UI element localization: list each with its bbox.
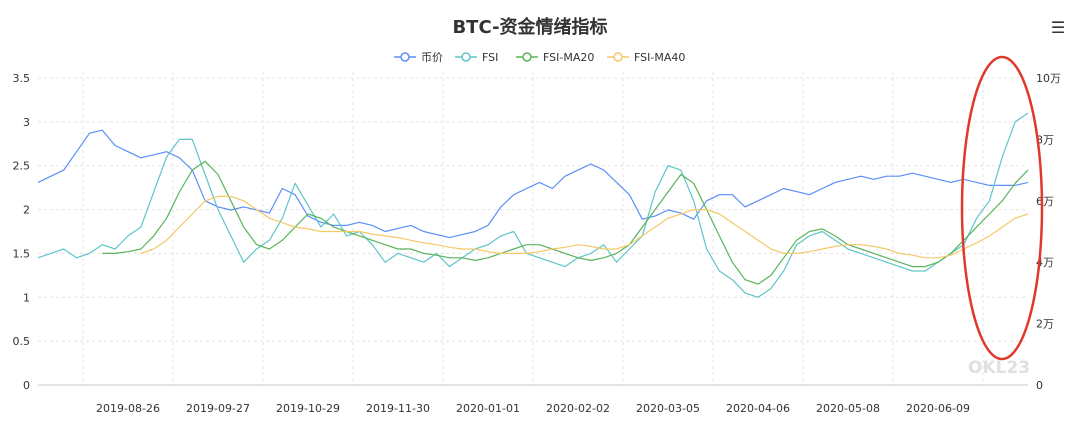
x-tick-label: 2020-02-02	[546, 402, 610, 415]
x-tick-label: 2019-09-27	[186, 402, 250, 415]
y-left-tick-label: 2.5	[13, 160, 31, 173]
legend-label: 币价	[421, 51, 443, 64]
highlight-ellipse	[960, 55, 1044, 361]
x-tick-label: 2020-06-09	[906, 402, 970, 415]
chart-title: BTC-资金情绪指标	[452, 16, 607, 38]
series-line-1	[37, 112, 1029, 298]
x-tick-label: 2020-05-08	[816, 402, 880, 415]
y-axis-left: 0 0.5 1 1.5 2 2.5 3 3.5	[13, 72, 31, 392]
x-tick-label: 2020-04-06	[726, 402, 790, 415]
x-tick-label: 2019-08-26	[96, 402, 160, 415]
legend[interactable]: 币价 FSI FSI-MA20 FSI-MA40	[394, 51, 685, 64]
series-line-2	[102, 160, 1029, 285]
series-line-3	[140, 195, 1029, 259]
y-left-tick-label: 0	[23, 379, 30, 392]
y-right-tick-label: 10万	[1036, 72, 1061, 85]
series-layer	[37, 112, 1029, 298]
y-left-tick-label: 1	[23, 291, 30, 304]
y-right-tick-label: 6万	[1036, 195, 1054, 208]
x-tick-label: 2020-01-01	[456, 402, 520, 415]
legend-item-2[interactable]: FSI-MA20	[516, 51, 594, 64]
y-right-tick-label: 2万	[1036, 318, 1054, 331]
x-tick-label: 2020-03-05	[636, 402, 700, 415]
grid	[38, 72, 1028, 385]
y-left-tick-label: 3.5	[13, 72, 31, 85]
legend-item-0[interactable]: 币价	[394, 51, 443, 64]
x-tick-label: 2019-11-30	[366, 402, 430, 415]
y-left-tick-label: 3	[23, 116, 30, 129]
y-left-tick-label: 0.5	[13, 335, 31, 348]
y-right-tick-label: 8万	[1036, 133, 1054, 146]
legend-label: FSI	[482, 51, 498, 64]
legend-label: FSI-MA20	[543, 51, 594, 64]
watermark-logo: OKL23	[968, 358, 1030, 378]
legend-label: FSI-MA40	[634, 51, 685, 64]
legend-item-3[interactable]: FSI-MA40	[607, 51, 685, 64]
x-tick-label: 2019-10-29	[276, 402, 340, 415]
legend-swatch-marker	[461, 52, 471, 62]
y-left-tick-label: 1.5	[13, 247, 31, 260]
legend-swatch-marker	[400, 52, 410, 62]
menu-icon[interactable]: ☰	[1051, 18, 1065, 37]
series-line-0	[37, 129, 1029, 239]
legend-item-1[interactable]: FSI	[455, 51, 498, 64]
legend-swatch-marker	[613, 52, 623, 62]
x-axis: 2019-08-26 2019-09-27 2019-10-29 2019-11-30…	[38, 384, 1028, 415]
y-left-tick-label: 2	[23, 204, 30, 217]
y-right-tick-label: 0	[1036, 379, 1043, 392]
legend-swatch-marker	[522, 52, 532, 62]
